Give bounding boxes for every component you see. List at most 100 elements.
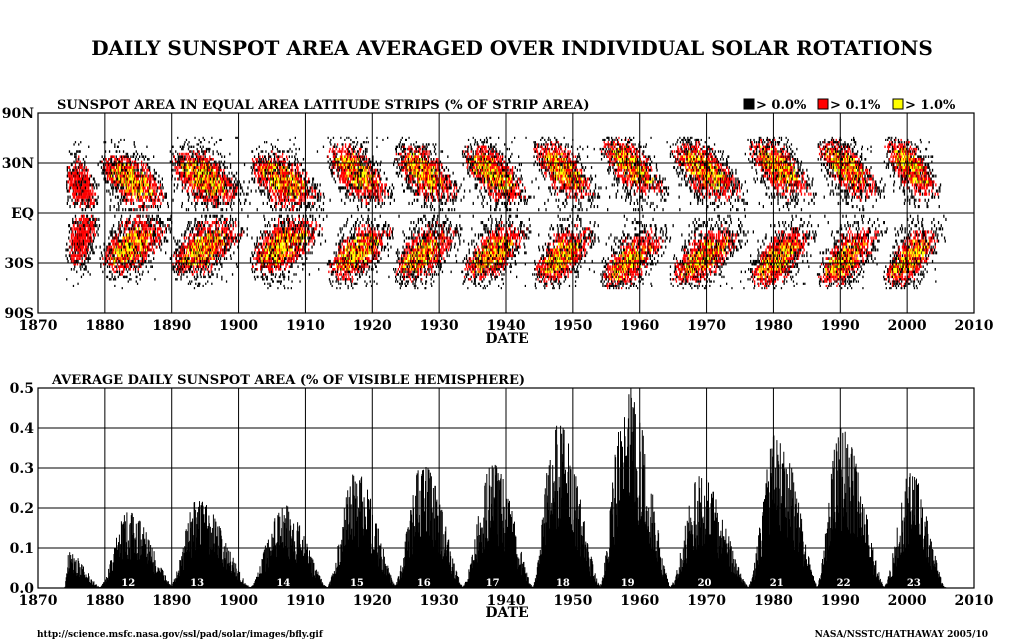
butterfly-cell: [183, 180, 185, 184]
butterfly-cell: [197, 150, 199, 153]
butterfly-cell: [221, 214, 224, 218]
butterfly-cell: [129, 166, 131, 169]
butterfly-cell: [280, 245, 282, 249]
butterfly-cell: [213, 239, 215, 243]
butterfly-cell: [278, 160, 280, 164]
butterfly-cell: [116, 268, 118, 271]
butterfly-cell: [175, 262, 177, 266]
butterfly-cell: [80, 254, 83, 258]
butterfly-cell: [174, 265, 176, 268]
butterfly-cell: [195, 166, 198, 169]
butterfly-cell: [197, 166, 200, 169]
butterfly-cell: [279, 214, 281, 218]
butterfly-cell: [86, 230, 88, 234]
butterfly-cell: [113, 242, 115, 246]
butterfly-cell: [130, 242, 132, 246]
butterfly-cell: [205, 205, 208, 209]
butterfly-cell: [133, 183, 135, 187]
butterfly-cell: [123, 163, 125, 167]
butterfly-cell: [223, 180, 225, 184]
butterfly-cell: [273, 168, 275, 172]
butterfly-cell: [118, 163, 121, 167]
butterfly-cell: [161, 221, 163, 225]
butterfly-cell: [277, 251, 279, 255]
butterfly-cell: [276, 158, 278, 161]
butterfly-cell: [96, 198, 98, 202]
butterfly-cell: [118, 273, 121, 276]
butterfly-cell: [209, 192, 212, 196]
butterfly-cell: [278, 245, 280, 249]
butterfly-cell: [265, 265, 267, 268]
butterfly-cell: [192, 155, 194, 158]
butterfly-cell: [74, 221, 76, 225]
butterfly-cell: [191, 168, 193, 172]
butterfly-cell: [185, 230, 187, 234]
butterfly-cell: [208, 245, 210, 249]
butterfly-cell: [78, 155, 80, 158]
butterfly-cell: [126, 217, 128, 221]
butterfly-cell: [126, 254, 129, 258]
butterfly-cell: [261, 262, 263, 266]
butterfly-cell: [148, 158, 150, 161]
butterfly-cell: [215, 245, 218, 249]
butterfly-cell: [152, 198, 154, 202]
butterfly-cell: [129, 239, 131, 243]
butterfly-cell: [201, 163, 204, 167]
butterfly-cell: [151, 248, 153, 252]
butterfly-cell: [269, 180, 271, 184]
butterfly-cell: [82, 273, 85, 276]
butterfly-cell: [124, 265, 127, 268]
butterfly-cell: [256, 275, 258, 279]
butterfly-cell: [77, 183, 79, 187]
butterfly-cell: [205, 257, 208, 260]
butterfly-cell: [275, 189, 277, 193]
butterfly-cell: [132, 155, 135, 158]
butterfly-cell: [133, 245, 135, 249]
butterfly-cell: [72, 168, 74, 172]
butterfly-cell: [86, 224, 88, 228]
butterfly-cell: [108, 174, 110, 178]
butterfly-cell: [134, 171, 137, 175]
butterfly-cell: [93, 230, 95, 234]
butterfly-cell: [150, 198, 152, 202]
butterfly-cell: [184, 262, 186, 266]
butterfly-cell: [278, 171, 280, 175]
butterfly-cell: [208, 224, 210, 228]
butterfly-cell: [90, 227, 93, 231]
butterfly-cell: [122, 198, 125, 202]
butterfly-cell: [215, 174, 218, 178]
butterfly-cell: [84, 230, 86, 234]
butterfly-cell: [81, 166, 83, 169]
butterfly-cell: [273, 257, 275, 260]
butterfly-cell: [76, 168, 78, 172]
butterfly-cell: [262, 257, 264, 260]
butterfly-cell: [79, 221, 81, 225]
butterfly-cell: [222, 163, 224, 167]
butterfly-cell: [185, 259, 187, 263]
butterfly-cell: [108, 265, 111, 268]
butterfly-cell: [212, 180, 214, 184]
butterfly-cell: [215, 239, 218, 243]
butterfly-cell: [264, 186, 266, 190]
butterfly-cell: [149, 248, 151, 252]
butterfly-cell: [266, 275, 268, 279]
butterfly-cell: [98, 217, 100, 221]
butterfly-cell: [207, 221, 209, 225]
butterfly-cell: [219, 180, 222, 184]
butterfly-cell: [219, 201, 222, 205]
butterfly-cell: [189, 233, 191, 237]
butterfly-cell: [130, 186, 133, 190]
butterfly-cell: [225, 233, 227, 237]
butterfly-cell: [278, 239, 280, 243]
butterfly-cell: [93, 205, 95, 209]
butterfly-cell: [102, 158, 105, 161]
butterfly-cell: [149, 230, 151, 234]
butterfly-cell: [108, 248, 110, 252]
butterfly-cell: [208, 275, 210, 279]
butterfly-cell: [204, 180, 206, 184]
butterfly-cell: [254, 163, 256, 167]
butterfly-cell: [273, 233, 275, 237]
butterfly-cell: [148, 248, 150, 252]
butterfly-cell: [199, 282, 201, 285]
butterfly-cell: [195, 192, 197, 196]
